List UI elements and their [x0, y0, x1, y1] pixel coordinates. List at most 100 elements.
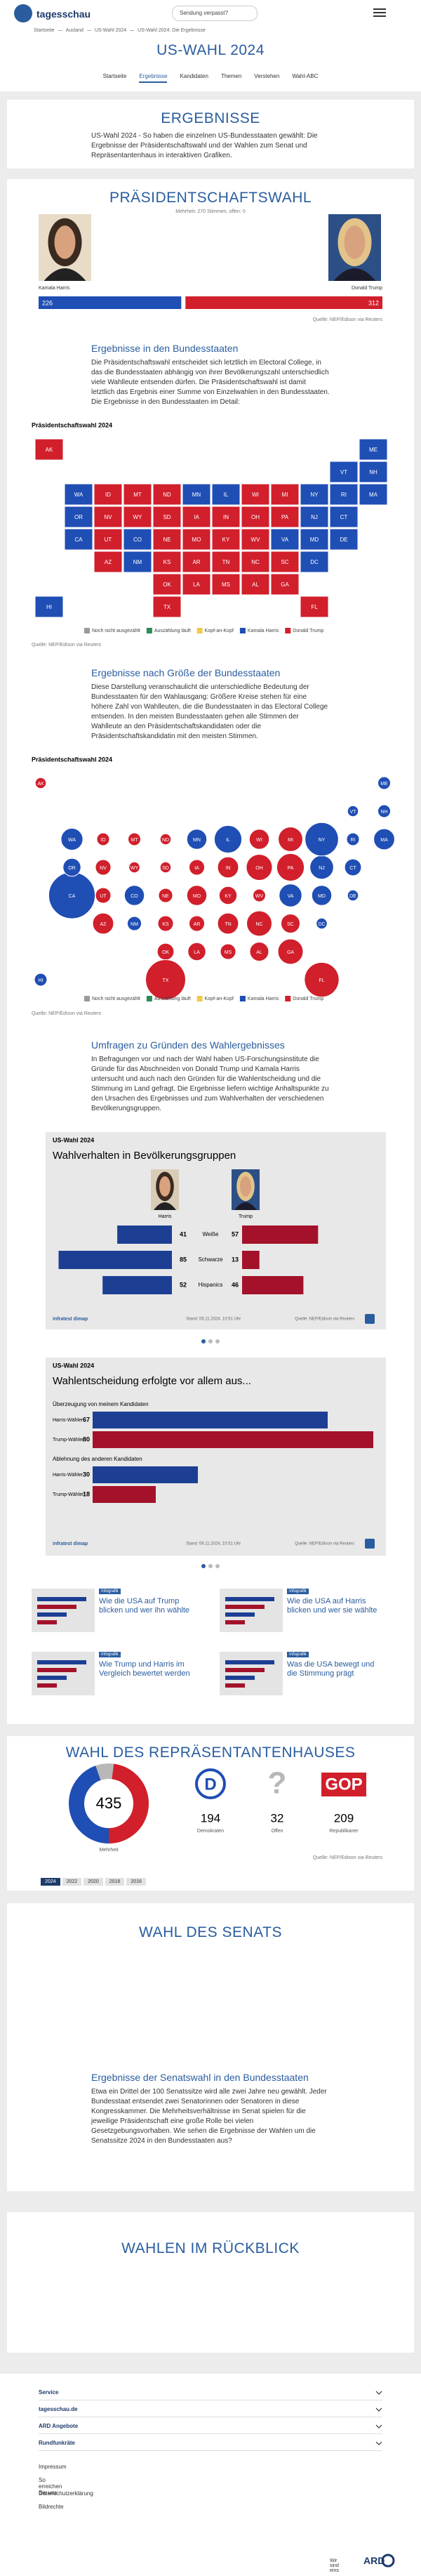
footer-link[interactable]: Bildrechte	[39, 2504, 64, 2510]
teaser-image-bar	[37, 1612, 67, 1617]
bubble-label: NH	[380, 810, 387, 815]
electoral-bar	[185, 296, 382, 309]
president-box	[7, 179, 414, 1162]
year-tab[interactable]: 2022	[62, 1878, 82, 1886]
chevron	[375, 2407, 382, 2412]
bubble-label: MN	[193, 838, 201, 843]
party-logo	[195, 1768, 226, 1799]
party-name: Republikaner	[329, 1829, 359, 1834]
state-label: NV	[104, 514, 112, 520]
bubble-label: VA	[288, 894, 294, 899]
share-button[interactable]	[365, 1539, 375, 1549]
teaser-title[interactable]: Wie Trump und Harris im Vergleich bewert…	[99, 1660, 190, 1678]
size-title: Ergebnisse nach Größe der Bundesstaaten	[91, 667, 281, 678]
breadcrumb-item[interactable]: Ausland	[65, 28, 83, 33]
state-label: IL	[224, 492, 229, 498]
nav-item[interactable]: Ergebnisse	[139, 73, 168, 83]
breadcrumb-item[interactable]: US-Wahl 2024: Die Ergebnisse	[138, 28, 206, 33]
year-tab[interactable]: 2018	[105, 1878, 125, 1886]
footer-menu[interactable]: ARD Angebote	[39, 2423, 382, 2434]
year-tab[interactable]: 2024	[41, 1878, 60, 1886]
state-label: NC	[251, 559, 260, 565]
state-label: UT	[105, 537, 112, 543]
states-title: Ergebnisse in den Bundesstaaten	[91, 343, 239, 354]
pager-dot[interactable]	[208, 1564, 213, 1568]
bubble-label: WY	[131, 866, 139, 871]
footer-link[interactable]: Impressum	[39, 2464, 67, 2470]
logo-icon[interactable]	[14, 4, 32, 22]
legend-label: Kamala Harris	[248, 629, 279, 633]
bubble-label: IN	[226, 866, 231, 871]
state-tile	[300, 596, 329, 618]
pager-dot[interactable]	[201, 1564, 206, 1568]
survey-text: In Befragungen vor und nach der Wahl hab…	[91, 1056, 329, 1112]
legend-label: Noch nicht ausgezählt	[92, 629, 140, 633]
bubble-label: HI	[39, 978, 44, 983]
bubble-label: ID	[101, 838, 106, 843]
chevron	[375, 2391, 382, 2395]
state-bubble	[373, 828, 395, 850]
bubble-label: DC	[318, 922, 325, 927]
nav: Startseite Ergebnisse Kandidaten Themen Vers…	[0, 73, 421, 83]
menu-button[interactable]	[373, 8, 386, 10]
state-label: AK	[46, 447, 53, 453]
harris-value: 41	[180, 1230, 187, 1237]
footer-menu[interactable]: Service	[39, 2389, 382, 2400]
logo[interactable]: tagesschau	[36, 8, 91, 20]
teaser-image[interactable]	[220, 1652, 283, 1695]
nav-item[interactable]: Themen	[220, 73, 242, 79]
bubble-label: NC	[255, 922, 262, 927]
trump-value: 57	[232, 1230, 239, 1237]
footer-menu[interactable]: tagesschau.de	[39, 2406, 382, 2417]
teaser-image[interactable]	[32, 1589, 95, 1632]
nav-item[interactable]: Wahl-ABC	[292, 73, 319, 79]
footer-menu[interactable]: Rundfunkräte	[39, 2440, 382, 2451]
search[interactable]: Sendung verpasst?	[172, 6, 258, 21]
state-bubble	[316, 917, 328, 930]
state-tile	[359, 483, 388, 506]
pager-dot[interactable]	[215, 1564, 220, 1568]
state-label: KS	[163, 559, 171, 565]
state-label: NY	[310, 492, 319, 498]
legend-swatch	[196, 628, 203, 633]
breadcrumb-item[interactable]: Startseite	[34, 28, 55, 33]
year-tab[interactable]: 2016	[126, 1878, 146, 1886]
state-tile	[241, 483, 270, 506]
state-tile	[152, 483, 182, 506]
state-label: VT	[340, 469, 347, 475]
pager-dot[interactable]	[215, 1339, 220, 1343]
size-text: Diese Darstellung veranschaulicht die un…	[91, 683, 328, 740]
bubble-label: MS	[225, 950, 232, 955]
bar-value: 80	[83, 1435, 90, 1443]
teaser-title[interactable]: Wie die USA auf Trump blicken und wer ih…	[99, 1597, 190, 1615]
card-source: Quelle: NEP/Edison via Reuters	[295, 1317, 354, 1322]
teaser-image[interactable]	[220, 1589, 283, 1632]
state-label: NE	[163, 537, 171, 543]
footer-link[interactable]: Datenschutzerklärung	[39, 2490, 93, 2497]
survey-card-2	[46, 1358, 386, 1556]
nav-item[interactable]: Verstehen	[254, 73, 280, 79]
legend-swatch	[285, 996, 291, 1001]
year-tab[interactable]: 2020	[83, 1878, 103, 1886]
breadcrumb-item[interactable]: US-Wahl 2024	[94, 28, 127, 33]
share-button[interactable]	[365, 1314, 375, 1324]
state-bubble	[248, 829, 270, 850]
series-name: Harris	[159, 1214, 172, 1219]
teaser-title[interactable]: Wie die USA auf Harris blicken und wer s…	[287, 1597, 377, 1615]
harris-value: 52	[180, 1281, 187, 1288]
teaser-image[interactable]	[32, 1652, 95, 1695]
nav-item[interactable]: Kandidaten	[180, 73, 208, 79]
state-bubble	[277, 938, 304, 965]
teaser-title[interactable]: Was die USA bewegt und die Stimmung präg…	[287, 1660, 375, 1678]
harris-bar	[58, 1251, 172, 1269]
footer-link[interactable]: So erreichen Sie uns	[39, 2477, 62, 2496]
state-bubble	[347, 805, 359, 817]
pager-dot[interactable]	[208, 1339, 213, 1343]
bubble-label: CT	[349, 866, 356, 871]
state-tile	[93, 528, 123, 551]
pager-dot[interactable]	[201, 1339, 206, 1343]
party-logo-text: D	[204, 1775, 216, 1794]
harris-bar	[117, 1225, 172, 1244]
nav-item[interactable]: Startseite	[102, 73, 127, 79]
